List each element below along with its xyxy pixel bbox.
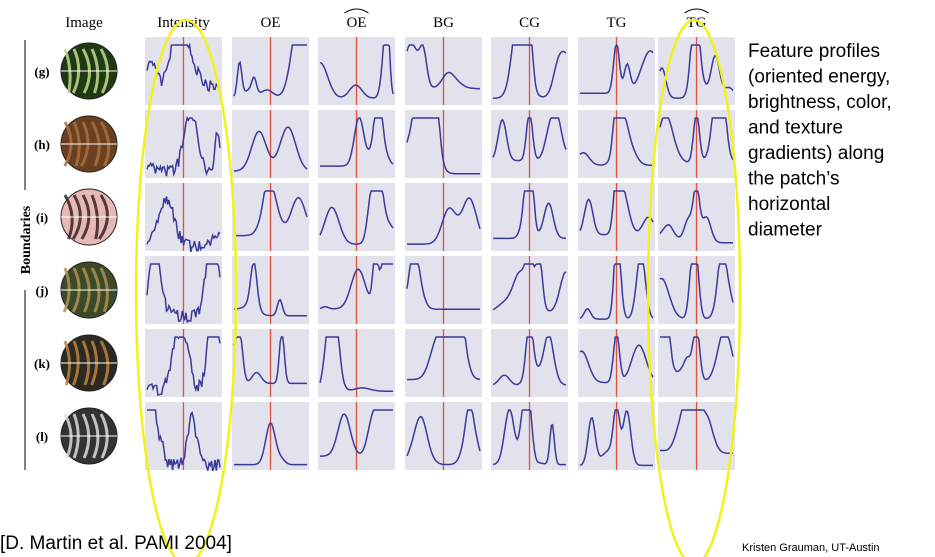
profile-curve xyxy=(492,263,567,312)
column-header: CG xyxy=(519,15,540,31)
note-line: (oriented energy, xyxy=(748,67,890,88)
note-line: the patch’s xyxy=(748,169,840,190)
column-header: BG xyxy=(433,15,454,31)
column-header: TG xyxy=(607,15,627,31)
header-accent xyxy=(684,8,709,14)
profile-curve xyxy=(234,190,308,237)
profile-curve xyxy=(659,190,733,244)
profile-curve xyxy=(146,196,221,253)
row-label: (h) xyxy=(34,137,50,152)
note-line: Feature profiles xyxy=(748,41,880,62)
note-line: and texture xyxy=(748,118,843,139)
side-label: Boundaries xyxy=(19,205,34,274)
profile-curve xyxy=(319,190,394,245)
profile-curve xyxy=(579,190,654,236)
profile-curve xyxy=(146,263,221,324)
profile-curve xyxy=(579,117,653,167)
profile-curve xyxy=(659,117,734,163)
profile-curve xyxy=(320,117,394,167)
row-label: (l) xyxy=(36,429,48,444)
profile-curve xyxy=(406,44,480,90)
highlight-ellipse xyxy=(646,18,742,557)
profile-curve xyxy=(659,263,734,319)
note-line: diameter xyxy=(748,220,823,241)
profile-curve xyxy=(493,190,567,240)
profile-curve xyxy=(579,263,654,320)
row-label: (k) xyxy=(34,356,50,371)
column-header: TG xyxy=(687,15,707,31)
row-label: (g) xyxy=(34,64,49,79)
highlight-ellipse xyxy=(134,18,238,557)
column-header: Image xyxy=(65,15,103,31)
profile-curve xyxy=(233,336,307,385)
column-header: OE xyxy=(347,15,367,31)
profile-curve xyxy=(580,43,654,94)
profile-curve xyxy=(146,336,221,397)
profile-curve xyxy=(319,336,393,392)
header-accent xyxy=(344,8,369,14)
column-header: OE xyxy=(261,15,281,31)
column-header: Intensity xyxy=(157,15,210,31)
profile-curve xyxy=(407,336,481,381)
note-line: horizontal xyxy=(748,194,830,215)
row-label: (i) xyxy=(36,210,48,225)
note: Feature profiles (oriented energy, brightn… xyxy=(748,41,892,241)
profile-curve xyxy=(660,336,734,381)
profile-curve xyxy=(493,44,567,99)
citation: [D. Martin et al. PAMI 2004] xyxy=(0,533,232,554)
profile-curve xyxy=(406,263,480,310)
profile-curve xyxy=(234,421,307,466)
credit: Kristen Grauman, UT-Austin xyxy=(742,542,880,554)
profile-curve xyxy=(233,263,307,317)
note-line: brightness, color, xyxy=(748,92,892,113)
profile-curve xyxy=(319,44,394,99)
profile-curve xyxy=(492,409,566,466)
profile-curve xyxy=(146,42,221,93)
note-line: gradients) along xyxy=(748,143,884,164)
row-label: (j) xyxy=(36,283,49,298)
profile-curve xyxy=(319,263,393,310)
profile-curve xyxy=(659,409,733,455)
profile-curve xyxy=(407,197,481,245)
profile-curve xyxy=(492,336,567,386)
profile-curve xyxy=(406,117,480,175)
profile-curve xyxy=(320,409,393,457)
profile-curve xyxy=(406,409,481,466)
figure: Image Intensity OE OE BG CG TG TG (g) (h) (i) (j) (k… xyxy=(34,8,735,472)
profile-curve xyxy=(147,409,221,472)
profile-curve xyxy=(233,44,307,97)
profile-curve xyxy=(659,44,734,99)
profile-curve xyxy=(233,126,308,172)
profile-curve xyxy=(579,336,654,384)
profile-curve xyxy=(146,116,221,177)
profile-curve xyxy=(579,409,653,467)
profile-curve xyxy=(492,117,567,162)
